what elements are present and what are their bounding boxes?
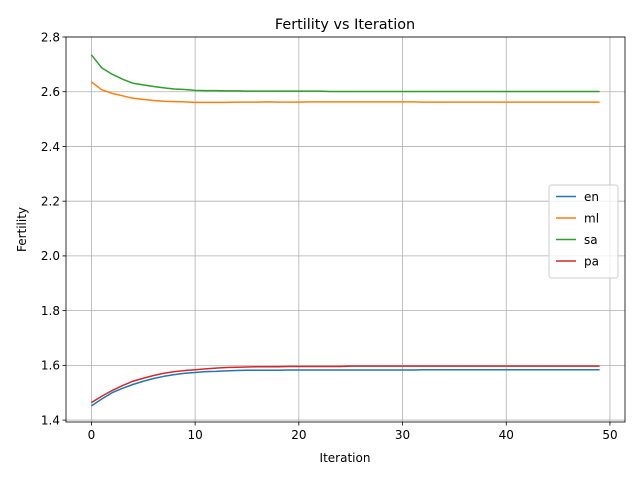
x-tick: 40: [499, 422, 514, 442]
y-tick: 2.4: [41, 140, 66, 154]
x-tick: 10: [187, 422, 203, 442]
y-tick: 2.2: [41, 194, 66, 208]
y-tick: 1.6: [41, 359, 66, 373]
y-tick: 1.8: [41, 304, 66, 318]
y-tick-label: 2.4: [41, 140, 60, 154]
x-tick-label: 20: [291, 428, 306, 442]
y-tick: 2.8: [41, 30, 66, 44]
x-tick-label: 30: [395, 428, 410, 442]
x-tick-label: 40: [499, 428, 514, 442]
x-tick-label: 10: [187, 428, 202, 442]
x-tick: 0: [88, 422, 96, 442]
y-tick-label: 2.6: [41, 85, 60, 99]
legend-item-ml: ml: [556, 211, 599, 225]
legend-label: en: [584, 190, 599, 204]
y-tick-label: 2.8: [41, 30, 60, 44]
plot-frame: [65, 36, 626, 423]
chart-title: Fertility vs Iteration: [275, 17, 415, 33]
y-tick: 2.0: [41, 249, 66, 263]
x-tick: 30: [395, 422, 410, 442]
x-axis-label: Iteration: [320, 451, 371, 465]
series-line-en: [90, 368, 600, 407]
legend-label: pa: [584, 254, 599, 268]
x-tick-label: 0: [88, 428, 96, 442]
legend-label: ml: [584, 211, 599, 225]
legend-item-en: en: [556, 190, 599, 204]
y-tick-label: 2.0: [41, 249, 60, 263]
x-axis: 0 10 20 30 40 50: [88, 422, 618, 442]
y-tick-label: 1.6: [41, 359, 60, 373]
series-line-ml: [90, 81, 600, 104]
legend-box: [548, 184, 619, 279]
legend-label: sa: [584, 233, 598, 247]
legend: en ml sa pa: [548, 184, 619, 279]
x-tick-label: 50: [602, 428, 617, 442]
series-line-pa: [91, 365, 600, 404]
legend-item-sa: sa: [556, 233, 598, 247]
y-tick-label: 2.2: [41, 194, 60, 208]
series-line-sa: [90, 54, 600, 93]
y-tick: 1.4: [41, 413, 66, 427]
x-tick: 20: [291, 422, 306, 442]
y-tick: 2.6: [41, 85, 66, 99]
y-axis-label: Fertility: [15, 207, 29, 252]
y-tick-label: 1.4: [41, 413, 60, 427]
y-tick-label: 1.8: [41, 304, 60, 318]
legend-item-pa: pa: [556, 254, 599, 268]
y-axis: 1.4 1.6 1.8 2.0 2.2 2.4 2.6 2.8: [41, 30, 66, 427]
series-group: [90, 54, 600, 407]
x-tick: 50: [602, 422, 618, 442]
